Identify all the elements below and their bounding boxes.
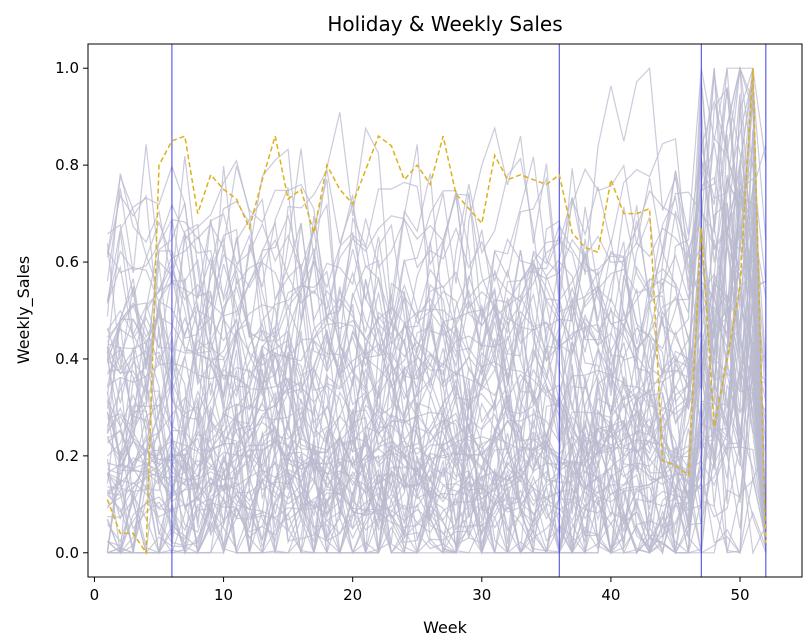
background-series-line [106, 164, 767, 544]
background-series-line [106, 86, 767, 530]
background-series-line [106, 369, 767, 555]
background-series-line [106, 189, 767, 487]
y-axis-title: Weekly_Sales [14, 256, 34, 364]
y-tick-label: 0.4 [55, 350, 79, 368]
x-tick-label: 20 [343, 586, 362, 604]
highlight-series-group [106, 68, 767, 556]
y-tick-label: 1.0 [55, 59, 79, 77]
background-series-line [106, 157, 767, 553]
chart-title: Holiday & Weekly Sales [327, 12, 562, 36]
background-series-line [107, 201, 767, 459]
x-tick-label: 10 [214, 586, 233, 604]
x-axis: 0 10 20 30 40 50 [90, 577, 750, 604]
background-series-line [106, 77, 767, 552]
background-series-line [106, 67, 767, 531]
background-series-line [106, 203, 767, 555]
x-axis-title: Week [423, 618, 468, 637]
x-tick-label: 50 [730, 586, 749, 604]
background-series-line [107, 233, 767, 543]
y-tick-label: 0.0 [55, 544, 79, 562]
holiday-lines-group [171, 44, 767, 577]
y-tick-label: 0.6 [55, 253, 79, 271]
background-series-line [106, 68, 767, 545]
background-series-line [106, 68, 767, 531]
background-series-line [107, 191, 767, 551]
background-series-line [106, 145, 767, 404]
background-series-line [106, 281, 767, 544]
x-tick-label: 0 [90, 586, 100, 604]
background-series-line [106, 239, 767, 555]
background-series-line [106, 91, 767, 543]
background-series-line [107, 325, 767, 555]
background-series-line [106, 65, 767, 545]
background-series-line [106, 254, 766, 471]
background-series-line [106, 229, 767, 483]
background-series-line [107, 326, 767, 554]
background-series-line [107, 350, 767, 555]
background-series-line [107, 231, 767, 556]
y-tick-label: 0.8 [55, 156, 79, 174]
background-series-line [106, 68, 767, 543]
x-tick-label: 40 [601, 586, 620, 604]
plot-frame [87, 43, 803, 578]
highlight-series-line [106, 68, 767, 556]
x-tick-label: 30 [472, 586, 491, 604]
background-series-line [107, 158, 767, 532]
background-series-line [106, 68, 767, 367]
y-axis: 0.0 0.2 0.4 0.6 0.8 1.0 [55, 59, 88, 562]
background-series-line [106, 252, 767, 551]
background-series-line [106, 68, 767, 340]
y-tick-label: 0.2 [55, 447, 79, 465]
